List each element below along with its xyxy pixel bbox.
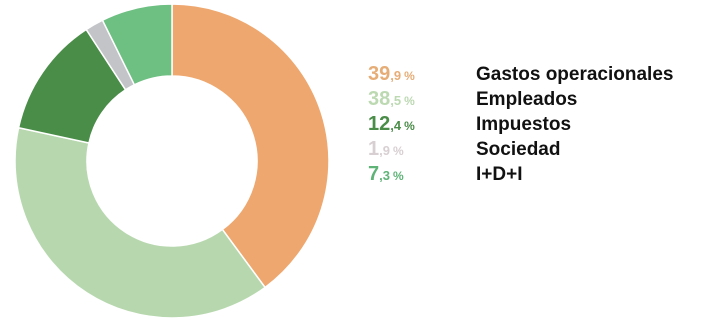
legend-label: Empleados [476, 89, 578, 110]
legend-label: Impuestos [476, 114, 572, 135]
donut-slice-2 [14, 126, 267, 319]
value-integer: 1 [368, 138, 380, 160]
legend-label: I+D+I [476, 164, 523, 185]
legend-value: 1,9% [368, 137, 476, 164]
percent-sign: % [404, 119, 415, 133]
value-decimal: ,3 [379, 168, 390, 183]
legend: 39,9% Gastos operacionales 38,5% Emplead… [368, 62, 708, 187]
legend-value: 12,4% [368, 112, 476, 139]
value-integer: 7 [368, 163, 380, 185]
value-integer: 39 [368, 63, 391, 85]
percent-sign: % [404, 69, 415, 83]
legend-label: Gastos operacionales [476, 64, 674, 85]
value-decimal: ,4 [390, 118, 402, 133]
legend-item: 7,3% I+D+I [368, 162, 708, 187]
legend-label: Sociedad [476, 139, 561, 160]
value-decimal: ,5 [390, 93, 402, 108]
percent-sign: % [404, 94, 415, 108]
legend-value: 38,5% [368, 87, 476, 114]
legend-value: 7,3% [368, 162, 476, 189]
donut-slice-5 [101, 3, 173, 86]
legend-item: 1,9% Sociedad [368, 137, 708, 162]
percent-sign: % [392, 144, 404, 158]
value-decimal: ,9 [379, 143, 390, 158]
value-integer: 38 [368, 88, 391, 110]
legend-value: 39,9% [368, 62, 476, 89]
donut-slice-1 [171, 3, 330, 289]
percent-sign: % [392, 169, 404, 183]
donut-svg [14, 3, 330, 319]
legend-item: 38,5% Empleados [368, 87, 708, 112]
legend-item: 39,9% Gastos operacionales [368, 62, 708, 87]
legend-item: 12,4% Impuestos [368, 112, 708, 137]
value-integer: 12 [368, 113, 391, 135]
value-decimal: ,9 [390, 68, 402, 83]
